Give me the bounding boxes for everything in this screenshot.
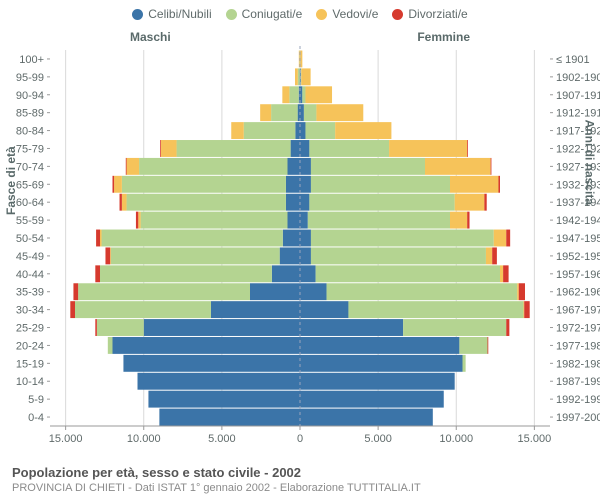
legend-label: Celibi/Nubili	[148, 7, 211, 21]
svg-text:40-44: 40-44	[16, 269, 44, 281]
svg-text:75-79: 75-79	[16, 143, 44, 155]
svg-text:0-4: 0-4	[28, 412, 44, 424]
svg-text:1942-1946: 1942-1946	[556, 215, 600, 227]
svg-text:1907-1911: 1907-1911	[556, 90, 600, 102]
legend-label: Divorziati/e	[408, 7, 467, 21]
svg-text:50-54: 50-54	[16, 233, 44, 245]
svg-text:55-59: 55-59	[16, 215, 44, 227]
svg-text:30-34: 30-34	[16, 305, 44, 317]
svg-text:85-89: 85-89	[16, 108, 44, 120]
legend-swatch	[392, 9, 403, 20]
population-pyramid-chart: Celibi/Nubili Coniugati/e Vedovi/e Divorzia…	[0, 0, 600, 500]
legend-label: Coniugati/e	[242, 7, 303, 21]
legend-label: Vedovi/e	[332, 7, 378, 21]
svg-text:1912-1916: 1912-1916	[556, 108, 600, 120]
svg-text:90-94: 90-94	[16, 90, 44, 102]
svg-text:80-84: 80-84	[16, 126, 44, 138]
legend-swatch	[316, 9, 327, 20]
female-header: Femmine	[417, 30, 470, 44]
svg-text:45-49: 45-49	[16, 251, 44, 263]
svg-text:35-39: 35-39	[16, 287, 44, 299]
svg-text:95-99: 95-99	[16, 72, 44, 84]
svg-text:1982-1986: 1982-1986	[556, 358, 600, 370]
svg-text:1902-1906: 1902-1906	[556, 72, 600, 84]
svg-text:1992-1996: 1992-1996	[556, 394, 600, 406]
svg-text:0: 0	[297, 433, 303, 445]
svg-text:10.000: 10.000	[127, 433, 161, 445]
svg-text:5.000: 5.000	[208, 433, 236, 445]
svg-text:1987-1991: 1987-1991	[556, 376, 600, 388]
svg-text:65-69: 65-69	[16, 179, 44, 191]
svg-text:10.000: 10.000	[439, 433, 473, 445]
y-axis-left-title: Fasce di età	[4, 146, 18, 215]
svg-text:60-64: 60-64	[16, 197, 44, 209]
svg-text:15.000: 15.000	[518, 433, 552, 445]
legend-swatch	[132, 9, 143, 20]
legend-item: Celibi/Nubili	[132, 7, 211, 21]
svg-text:100+: 100+	[19, 54, 44, 66]
chart-title: Popolazione per età, sesso e stato civil…	[12, 465, 421, 480]
chart-footer: Popolazione per età, sesso e stato civil…	[12, 465, 421, 494]
svg-text:25-29: 25-29	[16, 323, 44, 335]
svg-text:1957-1961: 1957-1961	[556, 269, 600, 281]
legend-item: Coniugati/e	[226, 7, 303, 21]
legend-swatch	[226, 9, 237, 20]
svg-text:≤ 1901: ≤ 1901	[556, 54, 590, 66]
svg-text:15-19: 15-19	[16, 358, 44, 370]
svg-text:1977-1981: 1977-1981	[556, 340, 600, 352]
y-axis-right-title: Anni di nascita	[582, 120, 596, 205]
pyramid-svg: 15.000 10.000 5.000 0 5.000 10.000 15.000 0-4 19…	[0, 26, 600, 456]
svg-text:70-74: 70-74	[16, 161, 44, 173]
svg-text:15.000: 15.000	[49, 433, 83, 445]
male-header: Maschi	[130, 30, 171, 44]
svg-text:10-14: 10-14	[16, 376, 44, 388]
svg-text:5.000: 5.000	[364, 433, 392, 445]
svg-text:1962-1966: 1962-1966	[556, 287, 600, 299]
svg-text:1972-1976: 1972-1976	[556, 323, 600, 335]
svg-text:1997-2001: 1997-2001	[556, 412, 600, 424]
chart-subtitle: PROVINCIA DI CHIETI - Dati ISTAT 1° genn…	[12, 482, 421, 494]
svg-text:1967-1971: 1967-1971	[556, 305, 600, 317]
svg-text:1952-1956: 1952-1956	[556, 251, 600, 263]
svg-text:5-9: 5-9	[28, 394, 44, 406]
legend-item: Divorziati/e	[392, 7, 467, 21]
legend-item: Vedovi/e	[316, 7, 378, 21]
legend: Celibi/Nubili Coniugati/e Vedovi/e Divorzia…	[0, 0, 600, 26]
svg-text:1947-1951: 1947-1951	[556, 233, 600, 245]
svg-text:20-24: 20-24	[16, 340, 44, 352]
